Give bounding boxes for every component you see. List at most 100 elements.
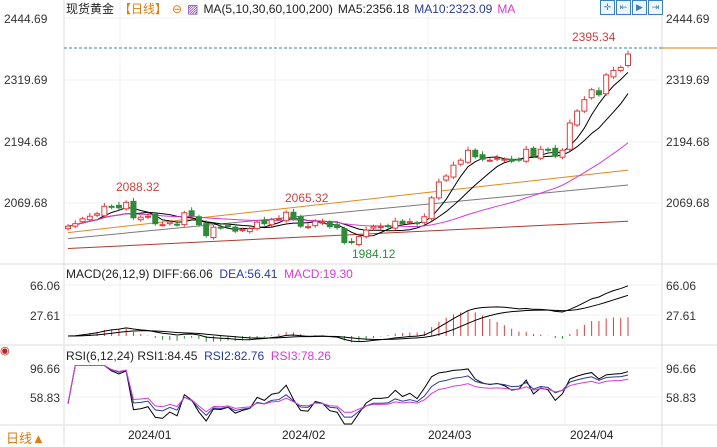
candle [130,200,137,219]
candle [348,241,355,244]
dea-line [67,294,629,340]
candle [566,122,573,150]
candle [217,226,224,229]
right-axis-label: 2069.68 [666,196,710,210]
candle [603,74,610,95]
candle [225,225,231,228]
ma10-value: MA10:2323.09 [414,2,493,16]
right-axis-label: 2319.69 [666,73,710,87]
candle [79,218,86,223]
candle [319,221,326,224]
candle [94,213,101,216]
candle [72,223,79,227]
candle [181,212,188,226]
candle [428,197,435,220]
rsi1-value: RSI1:84.45 [137,349,198,363]
candle [261,219,268,225]
candle [145,215,151,218]
rsi-label: RSI(6,12,24) [66,349,135,363]
candle [508,158,515,162]
rsi-axis-label: 58.83 [666,391,697,405]
indicator-toggle-icon[interactable]: ◉ [0,345,10,357]
candle [254,221,261,230]
macd-value: MACD:19.30 [284,267,353,281]
candle [363,229,370,238]
diff-line [67,285,629,343]
candle [268,219,275,226]
candle [501,158,508,161]
left-axis-label: 2319.69 [4,73,48,87]
candle [203,223,210,237]
candle [305,226,311,229]
right-axis-label: 2444.69 [666,12,710,26]
ma200-line [67,220,629,249]
candle [115,204,122,209]
x-axis-label: 2024/03 [428,428,472,442]
scroll-end-icon[interactable]: ⇥ [648,0,663,15]
candle [443,175,450,181]
candle [537,148,544,159]
ma10-line [67,93,629,232]
rsi-axis-label: 96.66 [30,362,61,376]
candle [232,226,239,232]
candle [472,149,479,158]
candle [312,220,319,227]
crosshair-icon[interactable]: ✛ [600,0,615,15]
candle [392,220,399,229]
candle [195,216,202,226]
play-icon[interactable]: ▶ [632,0,647,15]
candle [515,158,522,161]
ma-label: MA(5,10,30,60,100,200) [203,2,333,16]
add-icon[interactable]: ⊖ [172,2,183,16]
candle [137,216,144,221]
macd-axis-label: 66.06 [666,279,697,293]
candle [290,211,297,220]
ma5-value: MA5:2356.18 [337,2,410,16]
low-label: 1984.12 [352,247,396,261]
candle [86,215,93,221]
left-axis-label: 2444.69 [4,12,48,26]
candle [552,147,559,157]
ma30-line [67,142,629,227]
x-axis-label: 2024/02 [282,428,326,442]
rsi-axis-label: 58.83 [30,391,61,405]
candle [457,159,464,165]
candle [188,210,195,217]
candle [385,225,391,228]
symbol-name: 现货黄金 [66,2,115,16]
x-axis-label: 2024/04 [570,428,614,442]
candle [334,224,341,229]
high-price-label: 2395.34 [572,30,616,44]
candle [370,226,377,229]
candle [465,149,471,163]
candle [574,110,581,126]
candle [108,205,115,208]
zoom-range-icon[interactable]: ⇤ [616,0,631,15]
rsi6-line [67,364,629,425]
candle [275,218,282,221]
candle [101,205,108,217]
candle [545,148,551,151]
ma-more: MA [497,2,516,16]
peak-label: 2065.32 [285,191,329,205]
candle [399,220,406,225]
ma-settings-icon[interactable]: ▨ [187,2,199,16]
candle [355,236,362,246]
macd-axis-label: 27.61 [30,309,61,323]
candle [297,216,304,227]
candle [377,226,384,229]
rsi-axis-label: 96.66 [666,362,697,376]
candle [559,149,566,158]
period-selector[interactable]: 日线▲ [6,431,45,446]
candle [174,223,181,226]
candle [341,228,348,244]
period-label[interactable]: 【日线】 [119,2,168,16]
macd-dea: DEA:56.41 [219,267,278,281]
macd-axis-label: 27.61 [666,309,697,323]
candle [123,201,130,210]
candle [435,181,442,199]
candle [617,66,624,71]
candle [159,224,166,227]
x-axis-label: 2024/01 [128,428,172,442]
